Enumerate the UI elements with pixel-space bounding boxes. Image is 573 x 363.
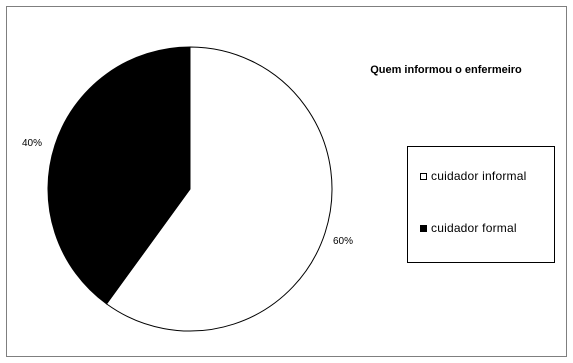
legend-swatch-cuidador-informal <box>420 172 427 180</box>
pie-slice-cuidador-informal <box>105 46 333 332</box>
legend-label-cuidador-informal: cuidador informal <box>431 169 527 183</box>
data-label-cuidador-formal: 40% <box>22 138 42 149</box>
legend-item-cuidador-informal: cuidador informal <box>420 169 526 183</box>
legend-swatch-cuidador-formal <box>420 224 427 232</box>
legend-item-cuidador-formal: cuidador formal <box>420 221 517 235</box>
pie-slice-cuidador-formal <box>47 46 191 305</box>
legend: cuidador informal cuidador formal <box>407 146 555 263</box>
legend-label-cuidador-formal: cuidador formal <box>431 221 517 235</box>
data-label-cuidador-informal: 60% <box>333 236 353 247</box>
chart-title: Quem informou o enfermeiro <box>370 64 522 76</box>
